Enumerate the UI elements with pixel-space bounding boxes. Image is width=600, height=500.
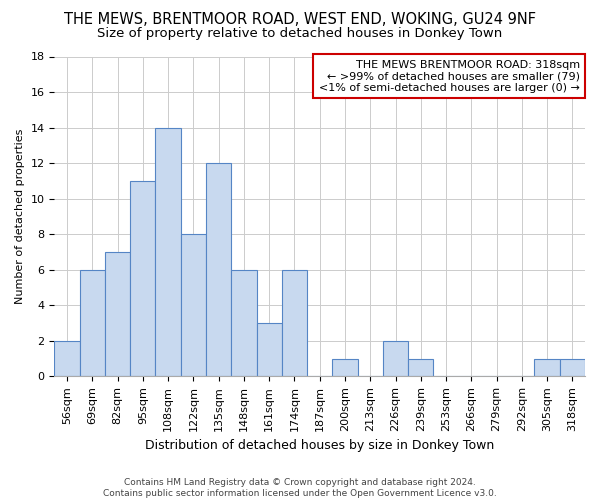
Bar [560, 358, 585, 376]
Bar [130, 181, 155, 376]
Bar [408, 358, 433, 376]
Bar [55, 341, 80, 376]
Bar [282, 270, 307, 376]
Text: Size of property relative to detached houses in Donkey Town: Size of property relative to detached ho… [97, 28, 503, 40]
Text: THE MEWS BRENTMOOR ROAD: 318sqm
← >99% of detached houses are smaller (79)
<1% o: THE MEWS BRENTMOOR ROAD: 318sqm ← >99% o… [319, 60, 580, 93]
Bar [181, 234, 206, 376]
Bar [155, 128, 181, 376]
Bar [105, 252, 130, 376]
Bar [231, 270, 257, 376]
Bar [383, 341, 408, 376]
Bar [257, 323, 282, 376]
Y-axis label: Number of detached properties: Number of detached properties [15, 128, 25, 304]
Text: Contains HM Land Registry data © Crown copyright and database right 2024.
Contai: Contains HM Land Registry data © Crown c… [103, 478, 497, 498]
X-axis label: Distribution of detached houses by size in Donkey Town: Distribution of detached houses by size … [145, 440, 494, 452]
Text: THE MEWS, BRENTMOOR ROAD, WEST END, WOKING, GU24 9NF: THE MEWS, BRENTMOOR ROAD, WEST END, WOKI… [64, 12, 536, 28]
Bar [206, 163, 231, 376]
Bar [535, 358, 560, 376]
Bar [332, 358, 358, 376]
Bar [80, 270, 105, 376]
